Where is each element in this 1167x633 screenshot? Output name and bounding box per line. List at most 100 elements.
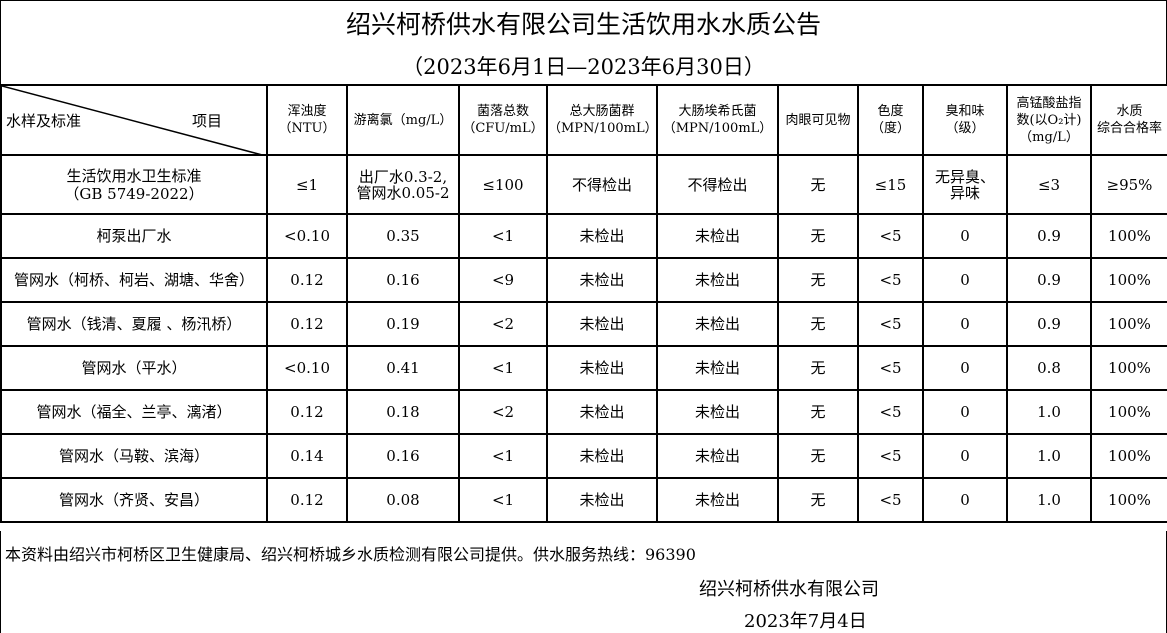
cell-line: （MPN/100mL） (662, 121, 773, 136)
table-cell: 未检出 (656, 301, 779, 347)
table-cell: <0.10 (266, 345, 348, 391)
table-cell: 0.35 (346, 213, 460, 259)
column-header: 菌落总数 （CFU/mL） (458, 84, 548, 156)
sample-name: 管网水（平水） (0, 345, 268, 391)
cell-line: 生活饮用水卫生标准 (66, 166, 202, 185)
water-quality-table: 水样及标准 项目 浑浊度 （NTU） 游离氯（mg/L） 菌落总数 （CFU/mL） 总大肠菌… (0, 84, 1167, 523)
table-cell: 未检出 (546, 213, 658, 259)
table-cell: 0.12 (266, 301, 348, 347)
standard-value: 无异臭、 异味 (922, 154, 1008, 215)
table-cell: 0 (922, 433, 1008, 479)
cell-line: 色度 (877, 104, 904, 119)
column-header: 大肠埃希氏菌 （MPN/100mL） (656, 84, 779, 156)
column-header: 浑浊度 （NTU） (266, 84, 348, 156)
organization: 绍兴柯桥供水有限公司 (699, 579, 879, 600)
table-cell: 0 (922, 477, 1008, 523)
standard-name: 生活饮用水卫生标准 （GB 5749-2022） (0, 154, 268, 215)
table-cell: 无 (777, 389, 859, 435)
table-cell: 100% (1090, 389, 1167, 435)
table-cell: <1 (458, 213, 548, 259)
cell-line: （mg/L） (1019, 129, 1079, 145)
cell-line: 总大肠菌群 (569, 104, 635, 119)
table-cell: <5 (857, 301, 924, 347)
table-cell: 1.0 (1006, 477, 1092, 523)
sample-name: 管网水（齐贤、安昌） (0, 477, 268, 523)
table-cell: 0.12 (266, 389, 348, 435)
table-cell: 100% (1090, 301, 1167, 347)
cell-line: 游离氯（mg/L） (353, 112, 453, 128)
table-cell: 无 (777, 477, 859, 523)
table-cell: 100% (1090, 433, 1167, 479)
header-row: 水样及标准 项目 浑浊度 （NTU） 游离氯（mg/L） 菌落总数 （CFU/mL） 总大肠菌… (0, 84, 1167, 156)
sample-name: 管网水（钱清、夏履 、杨汛桥） (0, 301, 268, 347)
table-cell: 未检出 (546, 301, 658, 347)
table-cell: 0 (922, 257, 1008, 303)
cell-line: （GB 5749-2022） (64, 184, 204, 203)
table-cell: 0 (922, 389, 1008, 435)
table-cell: 1.0 (1006, 389, 1092, 435)
cell-line: 水质 (1116, 104, 1143, 119)
table-cell: 未检出 (656, 477, 779, 523)
table-cell: 0.12 (266, 477, 348, 523)
table-row: 管网水（齐贤、安昌） 0.12 0.08 <1 未检出 未检出无 <5 0 1.0 100% (0, 477, 1167, 523)
table-cell: 100% (1090, 345, 1167, 391)
table-cell: 100% (1090, 477, 1167, 523)
cell-line: （级） (945, 121, 985, 136)
sample-name: 管网水（福全、兰亭、漓渚） (0, 389, 268, 435)
table-row: 管网水（钱清、夏履 、杨汛桥） 0.12 0.19 <2 未检出 未检出无 <5 0 0.9 10… (0, 301, 1167, 347)
table-cell: 未检出 (546, 433, 658, 479)
table-cell: 未检出 (656, 433, 779, 479)
table-cell: <2 (458, 301, 548, 347)
publish-date: 2023年7月4日 (744, 611, 867, 632)
table-cell: <1 (458, 477, 548, 523)
column-header: 色度 （度） (857, 84, 924, 156)
table-cell: 0.16 (346, 433, 460, 479)
table-cell: 无 (777, 213, 859, 259)
table-cell: <0.10 (266, 213, 348, 259)
table-cell: 未检出 (546, 477, 658, 523)
table-cell: <5 (857, 389, 924, 435)
cell-line: 肉眼可见物 (785, 112, 851, 128)
table-cell: 0.08 (346, 477, 460, 523)
source-note: 本资料由绍兴市柯桥区卫生健康局、绍兴柯桥城乡水质检测有限公司提供。供水服务热线：… (5, 545, 696, 564)
table-cell: 0.18 (346, 389, 460, 435)
page-title: 绍兴柯桥供水有限公司生活饮用水水质公告 (0, 0, 1167, 48)
table-cell: <9 (458, 257, 548, 303)
column-header: 臭和味 （级） (922, 84, 1008, 156)
table-cell: 无 (777, 257, 859, 303)
standard-value: ≤100 (458, 154, 548, 215)
table-cell: 0.12 (266, 257, 348, 303)
table-cell: 无 (777, 301, 859, 347)
table-row: 管网水（福全、兰亭、漓渚） 0.12 0.18 <2 未检出 未检出无 <5 0 1.0 100% (0, 389, 1167, 435)
standard-value: ≤3 (1006, 154, 1092, 215)
cell-line: 浑浊度 (287, 104, 327, 119)
table-row: 管网水（平水） <0.10 0.41 <1 未检出 未检出无 <5 0 0.8 100% (0, 345, 1167, 391)
date-range: （2023年6月1日—2023年6月30日） (0, 48, 1167, 84)
standard-value: ≤1 (266, 154, 348, 215)
cell-line: （度） (870, 121, 910, 136)
cell-line: （NTU） (278, 121, 336, 136)
standard-value: 出厂水0.3-2, 管网水0.05-2 (346, 154, 460, 215)
diagonal-line (2, 86, 267, 156)
footer: 本资料由绍兴市柯桥区卫生健康局、绍兴柯桥城乡水质检测有限公司提供。供水服务热线：… (0, 531, 1167, 633)
cell-line: 大肠埃希氏菌 (678, 104, 757, 119)
column-header: 肉眼可见物 (777, 84, 859, 156)
standard-value: 不得检出 (546, 154, 658, 215)
table-cell: 1.0 (1006, 433, 1092, 479)
cell-line: 高锰酸盐指 (1016, 95, 1082, 111)
table-cell: 未检出 (656, 345, 779, 391)
table-cell: <5 (857, 345, 924, 391)
table-cell: 无 (777, 345, 859, 391)
cell-line: 异味 (949, 183, 980, 202)
corner-cell: 水样及标准 项目 (0, 84, 268, 156)
column-header: 高锰酸盐指 数(以O₂计) （mg/L） (1006, 84, 1092, 156)
sample-name: 柯泵出厂水 (0, 213, 268, 259)
cell-line: （CFU/mL） (462, 121, 544, 136)
table-cell: 未检出 (546, 257, 658, 303)
table-cell: <5 (857, 433, 924, 479)
cell-line: 臭和味 (945, 104, 985, 119)
table-cell: 0.9 (1006, 213, 1092, 259)
table-row: 管网水（柯桥、柯岩、湖塘、华舍） 0.12 0.16 <9 未检出 未检出无 <5 0 0.9 1… (0, 257, 1167, 303)
table-cell: 0.14 (266, 433, 348, 479)
standard-value: 不得检出 (656, 154, 779, 215)
